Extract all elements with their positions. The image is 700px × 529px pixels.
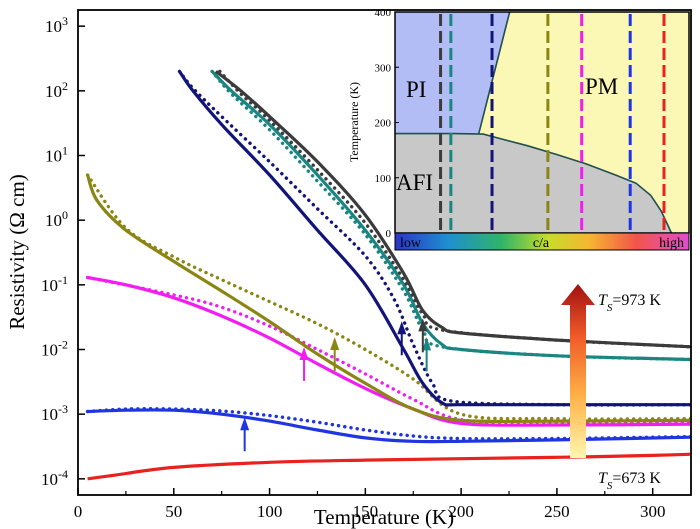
inset-y-tick-label: 400 (375, 7, 392, 19)
series-5-transition-arrow (422, 337, 432, 372)
phase-label-pi: PI (406, 77, 426, 102)
series-2-solid-line (87, 275, 691, 427)
ts-gradient-arrow (561, 284, 595, 458)
pi-pm-boundary-line (478, 11, 511, 134)
series-3-solid-line (86, 174, 691, 424)
colorbar-mid-label: c/a (533, 236, 550, 251)
phase-label-pm: PM (585, 74, 618, 99)
phase-label-afi: AFI (396, 170, 433, 195)
inset-y-tick-label: 100 (375, 173, 392, 185)
inset-y-ticks: 0 100 200 300 400 (375, 7, 399, 240)
temperature-scale-arrow: TS=973 K TS=673 K (561, 284, 661, 492)
phase-region-afi (395, 133, 672, 233)
x-tick-label: 200 (448, 502, 474, 521)
x-tick-label: 0 (74, 502, 83, 521)
sample-dashed-lines (439, 14, 666, 231)
x-tick-label: 250 (544, 502, 570, 521)
y-tick-label: 10-2 (41, 338, 68, 360)
series-1-solid-line (87, 408, 691, 444)
series-6-transition-arrow (418, 318, 428, 353)
x-axis-ticks: 0 50 100 150 200 250 300 (74, 488, 666, 521)
inset-y-tick-label: 300 (375, 62, 392, 74)
series-3-dotted-line (85, 173, 691, 421)
y-tick-label: 103 (45, 14, 68, 36)
series-1-transition-arrow (240, 417, 250, 452)
transition-arrows (240, 318, 432, 452)
x-tick-label: 300 (640, 502, 666, 521)
series-3-transition-arrow (330, 337, 340, 372)
curves-layer (85, 69, 691, 481)
ts-bottom-label: TS=673 K (598, 470, 661, 492)
y-tick-label: 102 (45, 79, 68, 101)
y-tick-label: 10-3 (41, 402, 68, 424)
afi-boundary-line (394, 132, 673, 234)
x-axis-title: Temperature (K) (314, 505, 454, 529)
colorbar-high-label: high (659, 236, 684, 251)
plot-frame (77, 9, 692, 496)
ts-top-label: TS=973 K (598, 292, 661, 314)
colorbar-low-label: low (400, 236, 422, 251)
x-tick-label: 150 (353, 502, 379, 521)
ca-colorbar (394, 232, 690, 251)
series-4-solid-line (178, 70, 691, 407)
series-4-transition-arrow (397, 321, 407, 356)
y-tick-label: 101 (45, 144, 68, 166)
y-tick-label: 10-4 (41, 467, 68, 489)
inset-y-title: Temperature (K) (347, 82, 361, 162)
y-axis-title: Resistivity (Ω cm) (5, 174, 29, 330)
x-tick-label: 100 (257, 502, 283, 521)
series-6-solid-line (214, 70, 691, 349)
series-0-solid-line (87, 452, 691, 481)
series-5-solid-line (210, 70, 691, 362)
x-tick-label: 50 (165, 502, 182, 521)
inset-y-tick-label: 0 (386, 228, 392, 240)
inset-y-tick-label: 200 (375, 118, 392, 130)
y-tick-label: 100 (45, 208, 68, 230)
series-2-transition-arrow (299, 346, 309, 381)
y-tick-label: 10-1 (41, 273, 68, 295)
y-axis-ticks: 10-4 10-3 10-2 10-1 100 101 102 103 (41, 14, 85, 489)
